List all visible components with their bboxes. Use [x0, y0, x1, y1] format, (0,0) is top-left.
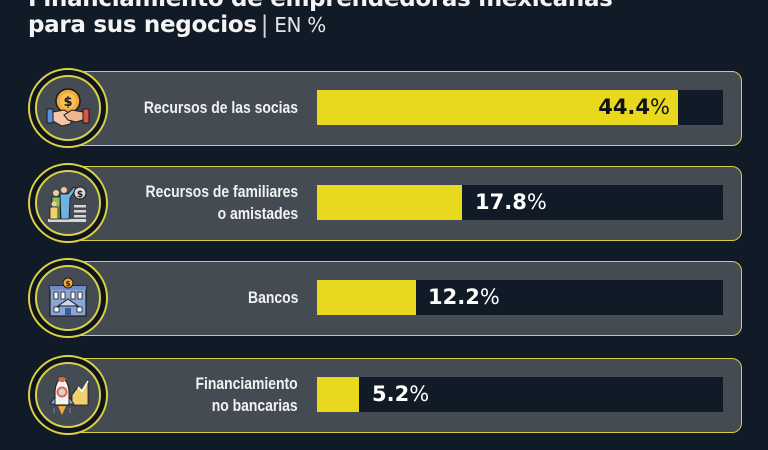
label-line-1: Financiamiento — [195, 374, 298, 393]
bar-fill — [317, 280, 417, 315]
bar-value: 5.2% — [372, 377, 429, 412]
bar-value: 44.4% — [598, 90, 670, 125]
bar-fill — [317, 377, 360, 412]
chart-title: Financiamiento de emprendedoras mexicana… — [28, 0, 613, 38]
title-line-2: para sus negocios | EN % — [28, 12, 613, 38]
row-label: Recursos de familiares o amistades — [145, 163, 298, 243]
svg-text:$: $ — [77, 190, 83, 200]
icon-ring — [35, 362, 101, 428]
svg-text:$: $ — [66, 280, 71, 288]
title-separator: | — [260, 12, 269, 38]
percent-sign: % — [650, 95, 670, 119]
icon-badge — [28, 355, 108, 435]
unit-label: EN % — [274, 13, 326, 37]
rocket-growth-icon — [49, 376, 89, 415]
bar-fill — [317, 185, 462, 220]
row-label: Recursos de las socias — [144, 68, 298, 148]
title-text: para sus negocios — [28, 12, 257, 38]
value-number: 44.4 — [598, 95, 651, 119]
label-line-1: Recursos de las socias — [143, 98, 298, 117]
label-line-1: Recursos de familiares — [145, 182, 298, 201]
icon-badge: $ — [28, 258, 108, 338]
bar-row-familiares: 17.8% Recursos de familiares o amistades… — [28, 163, 744, 243]
percent-sign: % — [409, 382, 430, 406]
label-line-2: no bancarias — [212, 396, 298, 415]
bar-value: 12.2% — [428, 280, 500, 315]
bar-track: 5.2% — [317, 377, 723, 412]
percent-sign: % — [526, 190, 547, 214]
icon-ring: $ — [35, 75, 101, 141]
svg-text:$: $ — [63, 95, 72, 110]
bar-track: 17.8% — [317, 185, 723, 220]
handshake-money-icon: $ — [46, 88, 90, 127]
bar-track: 44.4% — [317, 90, 723, 125]
icon-badge: $ — [28, 163, 108, 243]
family-money-icon: $ — [48, 186, 87, 222]
percent-sign: % — [479, 285, 500, 309]
bar-row-socias: 44.4% Recursos de las socias $ — [28, 68, 744, 148]
icon-ring: $ — [35, 170, 101, 236]
row-label: Bancos — [248, 258, 298, 338]
bar-fill — [317, 90, 678, 125]
bar-value: 17.8% — [475, 185, 547, 220]
bar-row-no-bancarias: 5.2% Financiamiento no bancarias — [28, 355, 744, 435]
icon-ring: $ — [35, 265, 101, 331]
title-line-1: Financiamiento de emprendedoras mexicana… — [28, 0, 613, 12]
bank-icon: $ — [49, 277, 87, 317]
icon-badge: $ — [28, 68, 108, 148]
bar-row-bancos: 12.2% Bancos $ — [28, 258, 744, 338]
value-number: 5.2 — [372, 382, 410, 406]
row-label: Financiamiento no bancarias — [196, 355, 298, 435]
value-number: 17.8 — [475, 190, 527, 214]
value-number: 12.2 — [428, 285, 480, 309]
label-line-2: o amistades — [217, 204, 298, 223]
bar-track: 12.2% — [317, 280, 723, 315]
label-line-1: Bancos — [247, 288, 298, 307]
